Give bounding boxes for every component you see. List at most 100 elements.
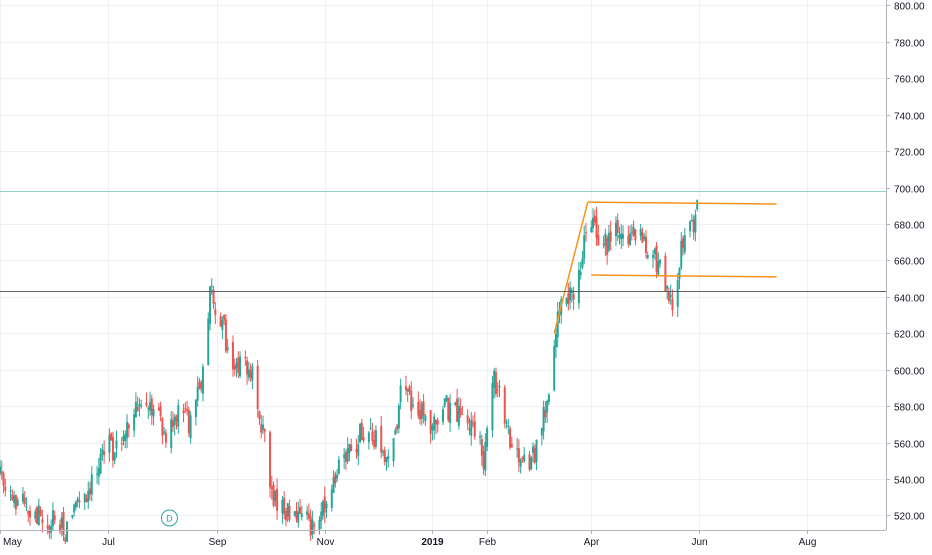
candle-body	[519, 459, 522, 467]
candle-body	[231, 342, 234, 370]
candle-body	[122, 435, 125, 441]
candle-body	[103, 451, 106, 456]
candle-body	[604, 233, 607, 247]
candle-body	[89, 488, 92, 495]
candle-body	[71, 515, 74, 518]
candle-body	[194, 399, 197, 418]
candle-body	[101, 449, 104, 455]
candle-body	[126, 422, 129, 438]
candle-body	[108, 435, 111, 453]
price-tick-label: 780.00	[894, 39, 925, 50]
candle-body	[53, 515, 56, 521]
candle-body	[157, 407, 160, 411]
candle-body	[39, 509, 42, 516]
candle-body	[201, 366, 204, 394]
candle-body	[667, 290, 670, 302]
candle-body	[76, 498, 79, 502]
candle-body	[332, 476, 335, 493]
candle-body	[256, 365, 259, 410]
candle-body	[544, 410, 547, 418]
candle-body	[16, 499, 19, 506]
candle-body	[646, 254, 649, 259]
candle-body	[0, 471, 3, 474]
candle-body	[422, 401, 425, 416]
candle-body	[473, 421, 476, 437]
candle-body	[244, 356, 247, 358]
candle-body	[607, 233, 610, 251]
candle-body	[261, 424, 264, 430]
candle-body	[60, 517, 63, 529]
candle-body	[632, 226, 635, 236]
trend-line[interactable]	[587, 201, 777, 205]
candle-body	[344, 451, 347, 463]
marker-circle[interactable]	[160, 509, 178, 527]
candle-body	[480, 439, 483, 456]
candle-body	[457, 405, 460, 426]
candle-body	[293, 511, 296, 516]
candle-body	[692, 219, 695, 233]
candle-body	[50, 525, 53, 533]
candle-body	[239, 356, 242, 377]
candle-body	[334, 474, 337, 484]
candle-body	[2, 473, 5, 486]
candle-body	[85, 498, 88, 503]
candle-body	[406, 389, 409, 392]
candle-body	[498, 385, 501, 388]
candle-body	[161, 417, 164, 436]
candle-body	[547, 394, 550, 403]
drawings[interactable]	[553, 201, 777, 334]
candle-body	[260, 424, 263, 433]
candle-body	[127, 424, 130, 429]
candle-body	[59, 524, 62, 532]
candle-body	[263, 429, 266, 432]
candle-body	[411, 404, 414, 407]
candle-body	[397, 405, 400, 429]
candle-body	[410, 390, 413, 411]
candle-body	[459, 407, 462, 415]
time-tick-label: May	[3, 537, 22, 548]
candle-body	[41, 519, 44, 523]
candle-body	[630, 231, 633, 233]
candle-body	[666, 285, 669, 289]
candle-body	[454, 402, 457, 406]
candle-body	[355, 449, 358, 453]
candle-body	[300, 513, 303, 518]
candle-body	[523, 454, 526, 462]
candle-body	[433, 416, 436, 431]
candle-body	[124, 434, 127, 441]
price-tick-label: 740.00	[894, 112, 925, 123]
price-tick-label: 620.00	[894, 330, 925, 341]
candle-body	[657, 261, 660, 275]
time-tick-label: Aug	[799, 537, 817, 548]
candle-body	[584, 232, 587, 234]
candle-body	[629, 233, 632, 246]
candle-body	[484, 442, 487, 471]
candle-body	[173, 417, 176, 426]
candle-body	[659, 259, 662, 264]
candle-body	[655, 245, 658, 272]
trend-line[interactable]	[553, 201, 589, 334]
candle-body	[9, 490, 12, 492]
candle-body	[542, 407, 545, 432]
candle-body	[25, 506, 28, 508]
candle-body	[343, 454, 346, 459]
trend-line[interactable]	[591, 274, 777, 278]
candle-body	[627, 235, 630, 244]
candle-body	[669, 294, 672, 298]
candle-body	[295, 510, 298, 520]
candle-body	[133, 414, 136, 431]
price-tick-label: 700.00	[894, 185, 925, 196]
candle-body	[62, 511, 65, 535]
grid	[0, 0, 886, 530]
candle-body	[678, 268, 681, 279]
candle-body	[616, 219, 619, 233]
candle-body	[540, 428, 543, 436]
candle-body	[270, 486, 273, 489]
candle-body	[510, 444, 513, 448]
candle-body	[177, 405, 180, 427]
time-tick-label: Nov	[317, 537, 335, 548]
price-tick-label: 680.00	[894, 221, 925, 232]
